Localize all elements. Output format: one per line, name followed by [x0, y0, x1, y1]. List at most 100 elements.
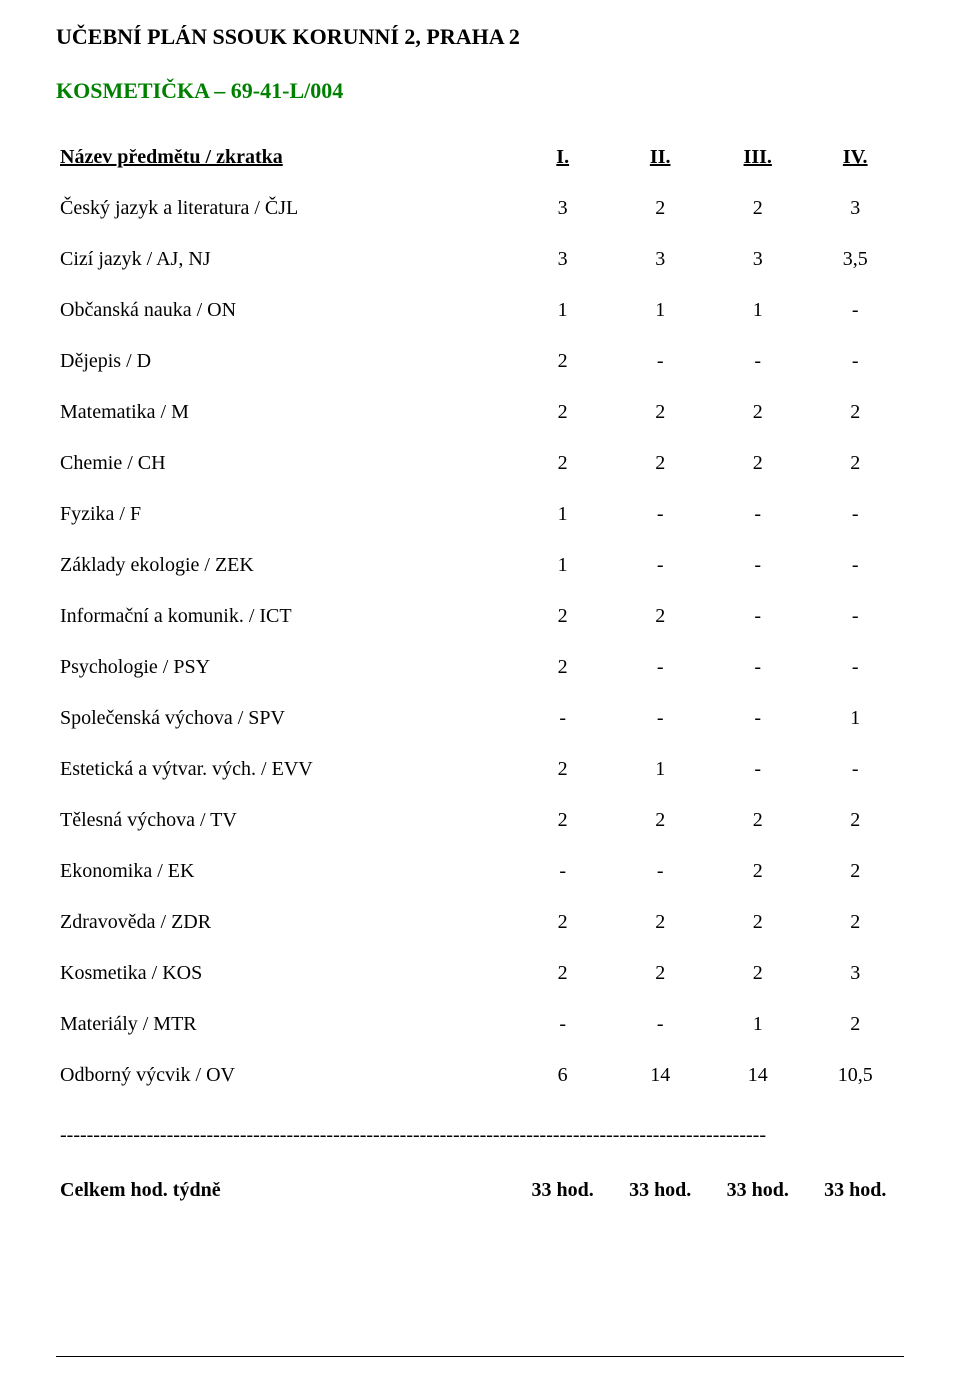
- table-row: Matematika / M2222: [56, 387, 904, 438]
- subject-name: Zdravověda / ZDR: [56, 897, 514, 948]
- subject-name: Kosmetika / KOS: [56, 948, 514, 999]
- subject-value: 3: [611, 234, 709, 285]
- subject-value: 2: [806, 897, 904, 948]
- subject-value: 1: [514, 285, 612, 336]
- totals-row: Celkem hod. týdně 33 hod. 33 hod. 33 hod…: [56, 1165, 904, 1216]
- subject-value: 1: [709, 999, 807, 1050]
- subject-value: -: [806, 285, 904, 336]
- subject-value: -: [806, 336, 904, 387]
- subject-value: 2: [806, 846, 904, 897]
- subject-value: 2: [514, 336, 612, 387]
- subject-value: 14: [611, 1050, 709, 1101]
- subject-value: -: [611, 489, 709, 540]
- table-row: Odborný výcvik / OV6141410,5: [56, 1050, 904, 1101]
- subject-value: -: [709, 744, 807, 795]
- subject-name: Chemie / CH: [56, 438, 514, 489]
- totals-label: Celkem hod. týdně: [56, 1165, 514, 1216]
- document-page: UČEBNÍ PLÁN SSOUK KORUNNÍ 2, PRAHA 2 KOS…: [0, 0, 960, 1387]
- totals-col-2: 33 hod.: [611, 1165, 709, 1216]
- subject-value: 1: [611, 744, 709, 795]
- subject-value: 2: [611, 591, 709, 642]
- header-col-2: II.: [611, 132, 709, 183]
- subject-value: 3: [514, 183, 612, 234]
- subject-name: Psychologie / PSY: [56, 642, 514, 693]
- table-row: Chemie / CH2222: [56, 438, 904, 489]
- subject-name: Tělesná výchova / TV: [56, 795, 514, 846]
- subject-value: -: [709, 489, 807, 540]
- table-row: Zdravověda / ZDR2222: [56, 897, 904, 948]
- subject-value: -: [514, 693, 612, 744]
- subject-value: 3,5: [806, 234, 904, 285]
- subject-value: -: [709, 693, 807, 744]
- subject-value: 2: [709, 846, 807, 897]
- subject-name: Dějepis / D: [56, 336, 514, 387]
- table-row: Dějepis / D2---: [56, 336, 904, 387]
- table-row: Občanská nauka / ON111-: [56, 285, 904, 336]
- subject-value: 2: [709, 387, 807, 438]
- subject-value: -: [806, 744, 904, 795]
- subject-value: 2: [611, 948, 709, 999]
- totals-col-1: 33 hod.: [514, 1165, 612, 1216]
- subject-value: -: [611, 540, 709, 591]
- subject-name: Společenská výchova / SPV: [56, 693, 514, 744]
- subject-value: 2: [709, 438, 807, 489]
- subject-name: Odborný výcvik / OV: [56, 1050, 514, 1101]
- subject-name: Základy ekologie / ZEK: [56, 540, 514, 591]
- subject-value: -: [709, 336, 807, 387]
- subject-value: 2: [611, 795, 709, 846]
- subject-value: 3: [514, 234, 612, 285]
- subject-name: Informační a komunik. / ICT: [56, 591, 514, 642]
- subject-value: -: [611, 999, 709, 1050]
- table-row: Estetická a výtvar. vých. / EVV21--: [56, 744, 904, 795]
- table-row: Společenská výchova / SPV---1: [56, 693, 904, 744]
- subject-value: 2: [514, 642, 612, 693]
- subject-value: -: [806, 591, 904, 642]
- subject-name: Občanská nauka / ON: [56, 285, 514, 336]
- program-subtitle: KOSMETIČKA – 69-41-L/004: [56, 78, 904, 104]
- subject-value: 2: [514, 948, 612, 999]
- subject-value: 2: [514, 591, 612, 642]
- subject-value: 2: [611, 387, 709, 438]
- page-title: UČEBNÍ PLÁN SSOUK KORUNNÍ 2, PRAHA 2: [56, 24, 904, 50]
- separator-row: ----------------------------------------…: [56, 1101, 904, 1165]
- subject-value: -: [611, 336, 709, 387]
- subject-value: 2: [611, 183, 709, 234]
- table-row: Český jazyk a literatura / ČJL3223: [56, 183, 904, 234]
- subject-value: 2: [514, 387, 612, 438]
- subject-value: 1: [514, 540, 612, 591]
- subject-value: 1: [806, 693, 904, 744]
- subject-value: 2: [611, 897, 709, 948]
- curriculum-table: Název předmětu / zkratka I. II. III. IV.…: [56, 132, 904, 1216]
- table-row: Fyzika / F1---: [56, 489, 904, 540]
- subject-value: -: [709, 642, 807, 693]
- subject-value: 2: [709, 795, 807, 846]
- subject-value: 1: [611, 285, 709, 336]
- totals-col-3: 33 hod.: [709, 1165, 807, 1216]
- subject-value: 2: [611, 438, 709, 489]
- table-row: Materiály / MTR--12: [56, 999, 904, 1050]
- subject-value: 2: [514, 897, 612, 948]
- table-row: Kosmetika / KOS2223: [56, 948, 904, 999]
- subject-value: 2: [514, 744, 612, 795]
- subject-value: 1: [514, 489, 612, 540]
- header-col-3: III.: [709, 132, 807, 183]
- subject-value: -: [709, 540, 807, 591]
- subject-value: -: [611, 693, 709, 744]
- subject-name: Matematika / M: [56, 387, 514, 438]
- subject-value: 3: [806, 183, 904, 234]
- totals-col-4: 33 hod.: [806, 1165, 904, 1216]
- subject-name: Fyzika / F: [56, 489, 514, 540]
- subject-value: 2: [806, 387, 904, 438]
- subject-value: 1: [709, 285, 807, 336]
- subject-value: -: [806, 540, 904, 591]
- subject-name: Ekonomika / EK: [56, 846, 514, 897]
- table-row: Cizí jazyk / AJ, NJ3333,5: [56, 234, 904, 285]
- subject-value: 2: [514, 795, 612, 846]
- table-row: Informační a komunik. / ICT22--: [56, 591, 904, 642]
- table-row: Tělesná výchova / TV2222: [56, 795, 904, 846]
- table-header-row: Název předmětu / zkratka I. II. III. IV.: [56, 132, 904, 183]
- subject-value: -: [709, 591, 807, 642]
- subject-value: 2: [806, 438, 904, 489]
- subject-value: -: [611, 642, 709, 693]
- subject-value: 2: [709, 897, 807, 948]
